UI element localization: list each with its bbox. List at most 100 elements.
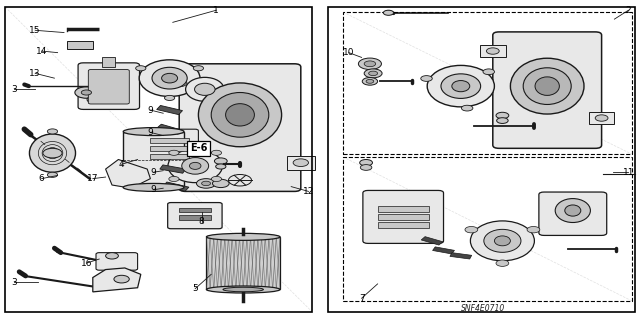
Circle shape: [293, 159, 308, 167]
Text: 4: 4: [119, 160, 124, 169]
Text: 1: 1: [214, 6, 219, 15]
Circle shape: [496, 260, 509, 266]
Ellipse shape: [182, 158, 209, 174]
Circle shape: [47, 129, 58, 134]
Bar: [480, 45, 506, 57]
FancyBboxPatch shape: [168, 203, 222, 229]
Polygon shape: [163, 182, 189, 191]
Circle shape: [169, 176, 179, 182]
Ellipse shape: [206, 234, 280, 241]
Circle shape: [360, 160, 372, 166]
Circle shape: [364, 69, 382, 78]
Ellipse shape: [470, 221, 534, 261]
Ellipse shape: [511, 58, 584, 114]
Ellipse shape: [226, 104, 255, 126]
Text: 7: 7: [359, 294, 364, 303]
Text: 3: 3: [12, 278, 17, 287]
Bar: [67, 41, 93, 49]
Circle shape: [527, 226, 540, 233]
Circle shape: [461, 105, 473, 111]
Bar: [150, 154, 189, 159]
Ellipse shape: [152, 67, 188, 89]
Text: 13: 13: [29, 69, 41, 78]
Text: 9: 9: [148, 128, 153, 137]
Circle shape: [483, 69, 495, 75]
Bar: [378, 222, 429, 228]
Bar: [378, 214, 429, 220]
Ellipse shape: [211, 93, 269, 137]
FancyBboxPatch shape: [539, 192, 607, 235]
Bar: [102, 57, 115, 67]
Circle shape: [202, 181, 211, 186]
Ellipse shape: [452, 80, 470, 92]
Ellipse shape: [140, 60, 200, 96]
Text: 8: 8: [199, 217, 204, 226]
Circle shape: [172, 79, 187, 87]
Circle shape: [358, 58, 381, 70]
Ellipse shape: [484, 229, 521, 252]
Circle shape: [193, 66, 204, 71]
Ellipse shape: [555, 198, 590, 223]
Circle shape: [383, 10, 394, 15]
Ellipse shape: [495, 236, 511, 246]
Circle shape: [164, 95, 175, 100]
Ellipse shape: [524, 68, 572, 105]
Circle shape: [420, 76, 432, 81]
FancyBboxPatch shape: [96, 253, 138, 270]
Text: 9: 9: [148, 106, 153, 115]
Polygon shape: [93, 268, 141, 292]
Bar: [123, 132, 184, 188]
Ellipse shape: [223, 287, 264, 292]
FancyBboxPatch shape: [88, 70, 129, 104]
Polygon shape: [450, 253, 472, 259]
Ellipse shape: [206, 286, 280, 293]
Text: 14: 14: [36, 47, 47, 56]
Ellipse shape: [198, 83, 282, 147]
Ellipse shape: [123, 128, 184, 136]
FancyBboxPatch shape: [363, 190, 444, 243]
Ellipse shape: [189, 162, 201, 169]
Polygon shape: [421, 237, 443, 245]
FancyBboxPatch shape: [493, 32, 602, 148]
Circle shape: [211, 150, 221, 155]
Polygon shape: [157, 124, 182, 134]
Circle shape: [114, 275, 129, 283]
Circle shape: [595, 115, 608, 121]
Ellipse shape: [441, 74, 481, 98]
Polygon shape: [160, 165, 186, 173]
Ellipse shape: [428, 65, 495, 107]
Circle shape: [87, 96, 102, 103]
Text: 9: 9: [151, 185, 156, 194]
Circle shape: [47, 172, 58, 177]
Text: 6: 6: [39, 174, 44, 183]
FancyBboxPatch shape: [141, 129, 198, 167]
Polygon shape: [106, 160, 150, 188]
Ellipse shape: [29, 134, 76, 172]
Circle shape: [360, 165, 372, 170]
Ellipse shape: [123, 183, 184, 191]
Text: SNF4E0710: SNF4E0710: [461, 304, 506, 313]
Text: 17: 17: [87, 174, 99, 183]
Bar: [179, 215, 211, 220]
Circle shape: [75, 87, 98, 98]
Ellipse shape: [195, 83, 215, 95]
Bar: [206, 237, 280, 290]
Text: 9: 9: [151, 168, 156, 177]
Circle shape: [362, 78, 378, 85]
Circle shape: [497, 118, 508, 123]
Circle shape: [486, 48, 499, 54]
FancyBboxPatch shape: [179, 64, 301, 191]
Bar: [287, 156, 315, 170]
Ellipse shape: [564, 205, 581, 216]
FancyBboxPatch shape: [78, 63, 140, 109]
Circle shape: [169, 150, 179, 155]
Ellipse shape: [168, 149, 223, 182]
Bar: [150, 138, 189, 143]
Bar: [179, 208, 211, 212]
Polygon shape: [433, 247, 454, 254]
Circle shape: [369, 71, 378, 76]
Circle shape: [81, 90, 92, 95]
Text: 10: 10: [343, 48, 355, 57]
Bar: [589, 112, 614, 124]
Circle shape: [43, 148, 62, 158]
